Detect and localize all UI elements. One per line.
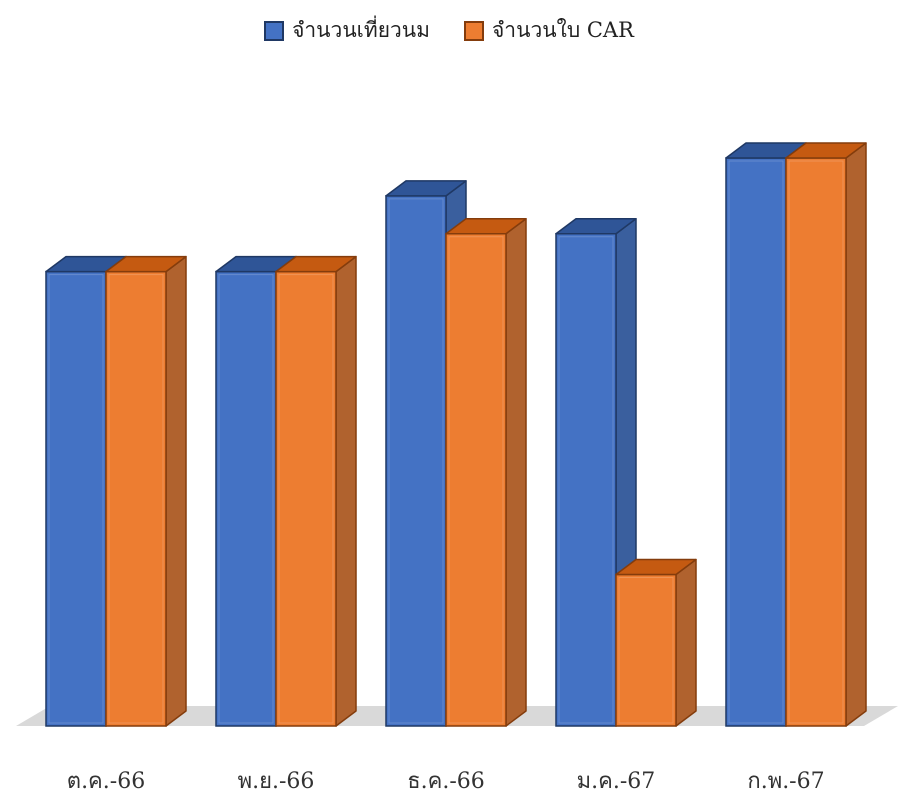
bar-front-highlight xyxy=(448,236,504,724)
bar-front-face xyxy=(215,270,277,727)
x-tick-label: ก.พ.-67 xyxy=(747,769,824,794)
bar-front-highlight xyxy=(618,577,674,724)
bar-front-highlight xyxy=(48,274,104,724)
bar-front-face xyxy=(785,157,847,727)
x-tick-label: พ.ย.-66 xyxy=(238,769,315,794)
bar-front-face xyxy=(445,232,507,727)
legend-item-milk-trips: จำนวนเที่ยวนม xyxy=(264,14,430,47)
legend: จำนวนเที่ยวนม จำนวนใบ CAR xyxy=(0,14,898,47)
bar-side-face xyxy=(845,142,867,727)
bar-front-highlight xyxy=(108,274,164,724)
bar-front-highlight xyxy=(218,274,274,724)
legend-item-car-sheets: จำนวนใบ CAR xyxy=(464,14,634,47)
bar-side-face xyxy=(165,255,187,727)
bar-front-highlight xyxy=(558,236,614,724)
bar-front-face xyxy=(105,270,167,727)
bar-front-highlight xyxy=(728,160,784,724)
bar-front-face xyxy=(45,270,107,727)
bar-side-face xyxy=(335,255,357,727)
bar-front-face xyxy=(385,195,447,727)
bar-front-face xyxy=(725,157,787,727)
bar-car-sheets-cat-2 xyxy=(445,217,527,727)
x-tick-label: ต.ค.-66 xyxy=(67,769,145,794)
x-tick-label: ธ.ค.-66 xyxy=(407,769,485,794)
bar-car-sheets-cat-0 xyxy=(105,255,187,727)
bar-car-sheets-cat-4 xyxy=(785,142,867,727)
bar-side-face xyxy=(505,217,527,727)
bar-top-face xyxy=(445,217,527,235)
bar-top-face xyxy=(275,255,357,273)
bar-front-highlight xyxy=(788,160,844,724)
legend-swatch-milk-trips xyxy=(264,20,285,41)
bar-top-face xyxy=(385,180,467,197)
bar-front-highlight xyxy=(278,274,334,724)
bar-front-face xyxy=(275,270,337,727)
bar-top-face xyxy=(555,217,637,235)
bar-front-highlight xyxy=(388,198,444,724)
bar-top-face xyxy=(615,558,697,576)
legend-label-car-sheets: จำนวนใบ CAR xyxy=(492,18,634,42)
bar-front-face xyxy=(555,232,617,727)
legend-swatch-car-sheets xyxy=(464,20,484,41)
bar-side-face xyxy=(675,558,697,727)
bar-front-face xyxy=(615,573,677,727)
x-tick-label: ม.ค.-67 xyxy=(577,769,656,794)
bar-car-sheets-cat-1 xyxy=(275,255,357,727)
bar-top-face xyxy=(105,255,187,273)
bar-car-sheets-cat-3 xyxy=(615,558,697,727)
legend-label-milk-trips: จำนวนเที่ยวนม xyxy=(292,18,430,42)
bar-top-face xyxy=(785,142,867,159)
